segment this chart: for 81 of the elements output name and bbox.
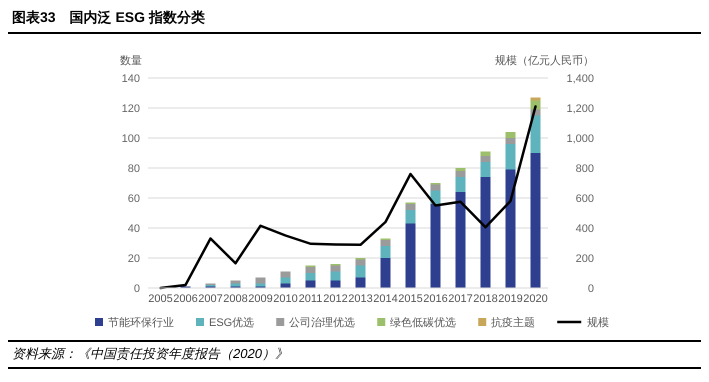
line-series	[159, 105, 537, 290]
bar	[456, 168, 466, 171]
bar	[506, 132, 516, 138]
y-tick-label: 120	[122, 103, 140, 115]
y2-tick-label: 200	[576, 253, 594, 265]
bar	[530, 153, 540, 288]
bar	[480, 156, 490, 162]
bar	[356, 266, 366, 278]
bar	[406, 204, 416, 210]
x-tick-label: 2005	[148, 293, 173, 305]
x-tick-label: 2013	[348, 293, 373, 305]
legend-label: 抗疫主题	[491, 316, 536, 329]
bar	[306, 280, 316, 288]
bar	[506, 138, 516, 144]
chart-title: 图表33 国内泛 ESG 指数分类	[12, 9, 205, 25]
bar	[230, 280, 240, 284]
bar	[380, 246, 390, 258]
x-tick-label: 2016	[423, 293, 448, 305]
x-tick-label: 2020	[523, 293, 548, 305]
bar	[506, 170, 516, 288]
y-tick-label: 100	[122, 133, 140, 145]
bar	[406, 224, 416, 288]
y-tick-label: 0	[134, 283, 140, 295]
y2-tick-label: 1,400	[566, 73, 594, 85]
bar	[256, 278, 266, 284]
x-tick-label: 2008	[223, 293, 248, 305]
x-tick-label: 2012	[323, 293, 348, 305]
bar	[256, 284, 266, 286]
bar	[330, 272, 340, 280]
bar	[480, 162, 490, 177]
bar	[306, 267, 316, 273]
bar	[456, 192, 466, 288]
bar	[430, 184, 440, 190]
bar	[456, 171, 466, 177]
y-tick-label: 140	[122, 73, 140, 85]
x-tick-label: 2007	[198, 293, 223, 305]
bar	[356, 260, 366, 266]
y2-tick-label: 0	[588, 283, 594, 295]
y-tick-label: 40	[128, 223, 140, 235]
bar	[530, 98, 540, 100]
legend-label: 公司治理优选	[289, 316, 356, 329]
bar	[330, 266, 340, 272]
bar	[380, 240, 390, 246]
x-tick-label: 2015	[398, 293, 423, 305]
x-tick-label: 2010	[273, 293, 298, 305]
bar	[380, 258, 390, 288]
x-tick-label: 2018	[473, 293, 498, 305]
bar	[530, 116, 540, 153]
bar	[456, 177, 466, 192]
y-tick-label: 80	[128, 163, 140, 175]
y2-tick-label: 800	[576, 163, 594, 175]
y2-tick-label: 1,200	[566, 103, 594, 115]
bar	[430, 204, 440, 288]
legend-label: 节能环保行业	[108, 316, 174, 329]
bar	[480, 177, 490, 288]
x-tick-label: 2017	[448, 293, 473, 305]
bar	[480, 152, 490, 156]
x-tick-label: 2009	[248, 293, 273, 305]
bar	[406, 210, 416, 224]
bar	[306, 273, 316, 280]
x-tick-label: 2011	[298, 293, 322, 305]
y-tick-label: 60	[128, 193, 140, 205]
y2-tick-label: 600	[576, 193, 594, 205]
y-axis-title: 数量	[120, 55, 142, 67]
legend-label: ESG优选	[209, 316, 254, 329]
bar	[230, 284, 240, 286]
bar	[330, 280, 340, 288]
x-tick-label: 2014	[373, 293, 398, 305]
bar	[280, 272, 290, 278]
legend-label: 规模	[587, 317, 610, 329]
y-tick-label: 20	[128, 253, 140, 265]
x-tick-label: 2006	[173, 293, 198, 305]
y2-tick-label: 400	[576, 223, 594, 235]
legend-label: 绿色低碳优选	[390, 316, 456, 329]
bar	[506, 144, 516, 170]
bar	[280, 278, 290, 284]
x-tick-label: 2019	[498, 293, 523, 305]
text: 资料来源：《中国责任投资年度报告（2020）》	[12, 346, 288, 361]
y2-tick-label: 1,000	[566, 133, 594, 145]
y2-axis-title: 规模（亿元人民币）	[495, 54, 594, 67]
bar	[356, 278, 366, 288]
